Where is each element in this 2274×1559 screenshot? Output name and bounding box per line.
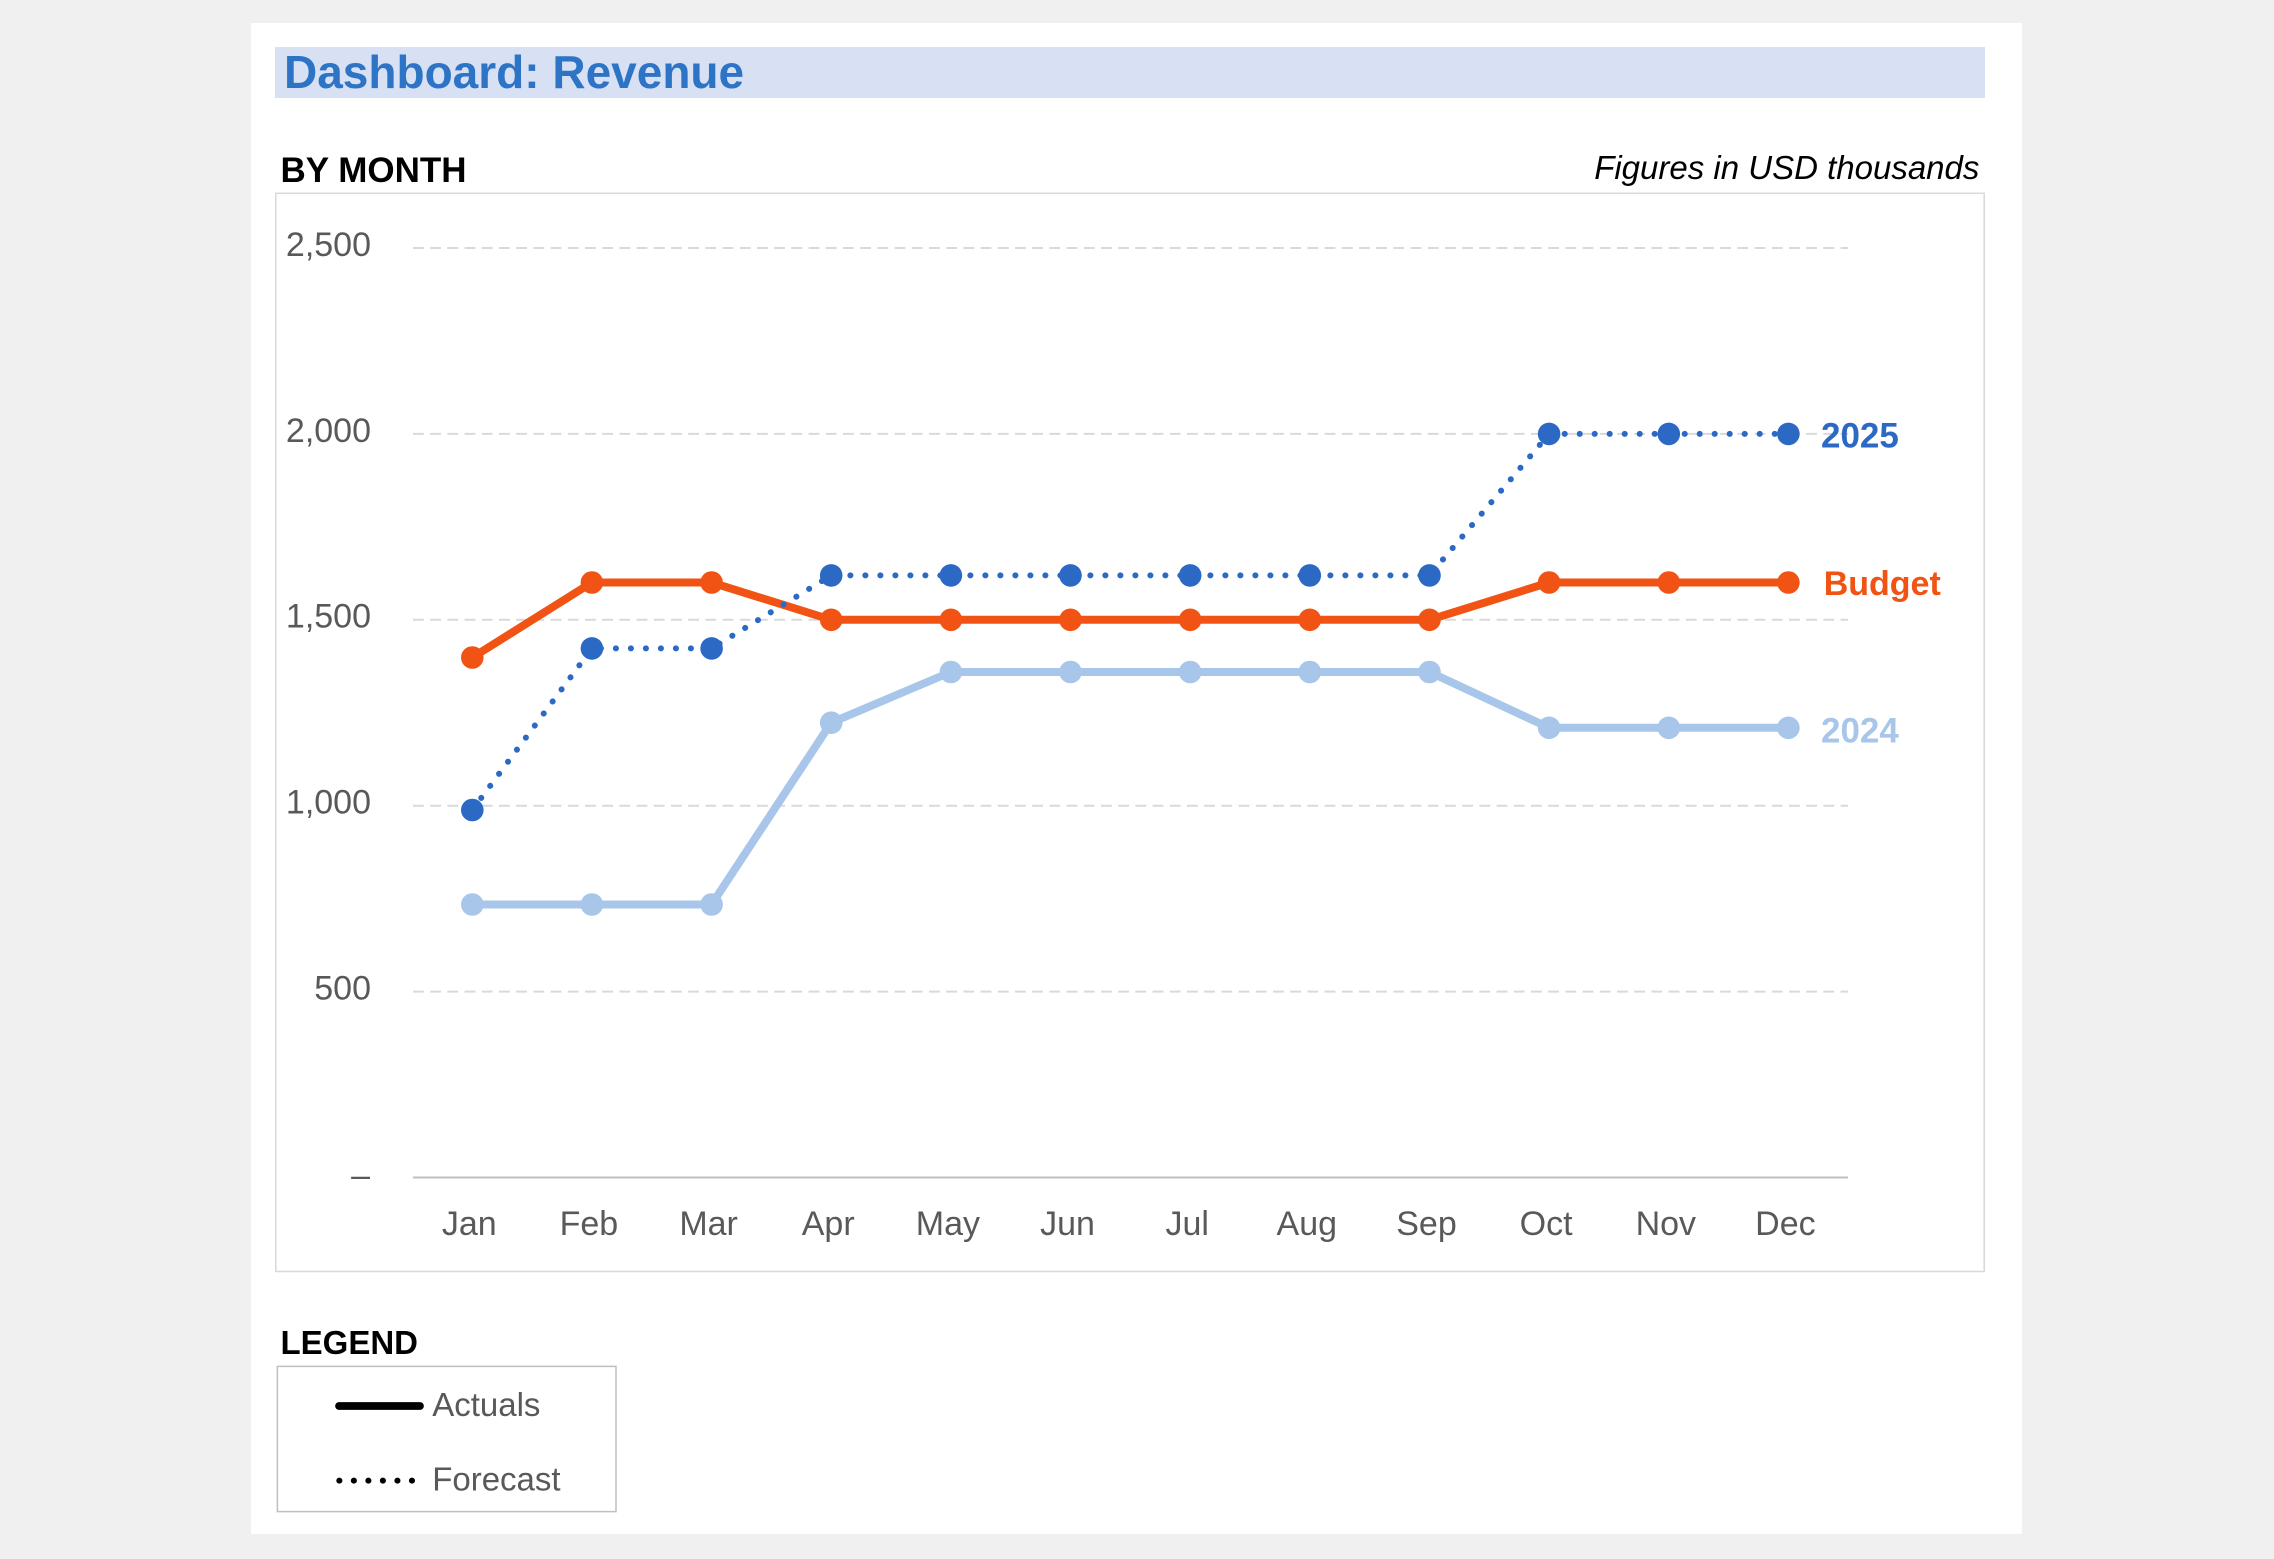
svg-text:Apr: Apr xyxy=(802,1205,855,1243)
svg-text:Sep: Sep xyxy=(1396,1205,1457,1243)
svg-text:Nov: Nov xyxy=(1636,1205,1696,1243)
svg-text:2024: 2024 xyxy=(1821,712,1899,751)
svg-text:Figures in USD thousands: Figures in USD thousands xyxy=(1594,149,1979,186)
svg-text:2,000: 2,000 xyxy=(286,412,371,450)
svg-text:Feb: Feb xyxy=(560,1205,619,1243)
svg-text:1,500: 1,500 xyxy=(286,598,371,636)
svg-text:500: 500 xyxy=(314,970,371,1008)
svg-text:Actuals: Actuals xyxy=(432,1386,540,1423)
svg-text:Oct: Oct xyxy=(1520,1205,1573,1243)
svg-text:Jan: Jan xyxy=(442,1205,497,1243)
svg-text:Mar: Mar xyxy=(679,1205,738,1243)
svg-text:Jun: Jun xyxy=(1040,1205,1095,1243)
svg-text:Aug: Aug xyxy=(1277,1205,1338,1243)
svg-text:Jul: Jul xyxy=(1165,1205,1208,1243)
svg-text:May: May xyxy=(916,1205,980,1243)
svg-text:1,000: 1,000 xyxy=(286,784,371,822)
svg-text:2,500: 2,500 xyxy=(286,226,371,264)
svg-text:Forecast: Forecast xyxy=(432,1460,560,1497)
svg-text:Budget: Budget xyxy=(1824,565,1941,603)
svg-text:BY MONTH: BY MONTH xyxy=(281,151,467,190)
svg-text:–: – xyxy=(351,1157,370,1195)
svg-text:LEGEND: LEGEND xyxy=(281,1324,419,1361)
svg-text:2025: 2025 xyxy=(1821,416,1899,455)
svg-text:Dec: Dec xyxy=(1755,1205,1815,1243)
